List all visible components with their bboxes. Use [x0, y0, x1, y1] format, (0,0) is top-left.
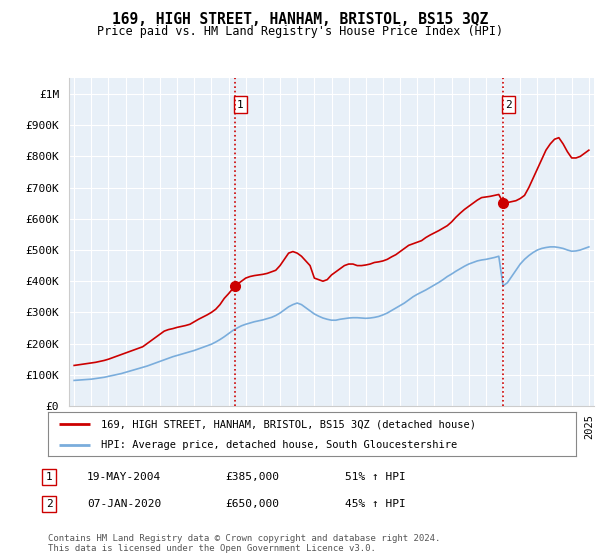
- Text: Price paid vs. HM Land Registry's House Price Index (HPI): Price paid vs. HM Land Registry's House …: [97, 25, 503, 38]
- Text: 169, HIGH STREET, HANHAM, BRISTOL, BS15 3QZ (detached house): 169, HIGH STREET, HANHAM, BRISTOL, BS15 …: [101, 419, 476, 429]
- Text: £385,000: £385,000: [225, 472, 279, 482]
- Text: 1: 1: [46, 472, 53, 482]
- Text: 169, HIGH STREET, HANHAM, BRISTOL, BS15 3QZ: 169, HIGH STREET, HANHAM, BRISTOL, BS15 …: [112, 12, 488, 27]
- Text: 19-MAY-2004: 19-MAY-2004: [87, 472, 161, 482]
- Text: HPI: Average price, detached house, South Gloucestershire: HPI: Average price, detached house, Sout…: [101, 440, 457, 450]
- Text: 2: 2: [505, 100, 512, 110]
- Text: 2: 2: [46, 499, 53, 509]
- Text: 51% ↑ HPI: 51% ↑ HPI: [345, 472, 406, 482]
- Text: £650,000: £650,000: [225, 499, 279, 509]
- Text: 07-JAN-2020: 07-JAN-2020: [87, 499, 161, 509]
- Text: Contains HM Land Registry data © Crown copyright and database right 2024.
This d: Contains HM Land Registry data © Crown c…: [48, 534, 440, 553]
- Text: 45% ↑ HPI: 45% ↑ HPI: [345, 499, 406, 509]
- Text: 1: 1: [237, 100, 244, 110]
